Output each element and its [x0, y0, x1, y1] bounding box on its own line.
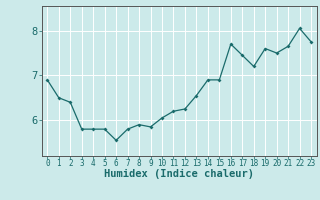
- X-axis label: Humidex (Indice chaleur): Humidex (Indice chaleur): [104, 169, 254, 179]
